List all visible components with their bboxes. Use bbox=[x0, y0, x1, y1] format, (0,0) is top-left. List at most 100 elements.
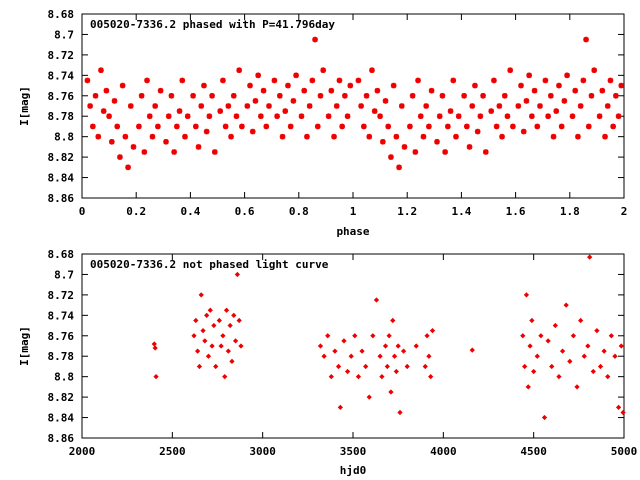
data-point bbox=[287, 123, 294, 130]
data-point bbox=[317, 92, 324, 99]
data-point bbox=[306, 103, 313, 109]
data-point bbox=[581, 353, 587, 359]
data-point bbox=[195, 348, 201, 354]
x-axis-label: phase bbox=[336, 225, 369, 238]
data-point bbox=[388, 389, 394, 395]
data-point bbox=[228, 133, 234, 140]
data-point bbox=[122, 133, 129, 140]
data-point bbox=[203, 128, 210, 135]
data-point bbox=[542, 77, 549, 84]
x-tick-label: 1.6 bbox=[506, 205, 526, 218]
data-point bbox=[525, 384, 531, 390]
data-point bbox=[95, 133, 102, 140]
data-point bbox=[450, 77, 457, 84]
data-point bbox=[111, 98, 118, 104]
data-point bbox=[504, 113, 511, 120]
data-point bbox=[541, 414, 548, 421]
data-point bbox=[439, 92, 446, 99]
x-axis-label: hjd0 bbox=[340, 464, 367, 477]
data-point bbox=[151, 341, 157, 347]
y-tick-label: 8.7 bbox=[54, 268, 74, 281]
data-point bbox=[429, 328, 436, 334]
data-point bbox=[369, 67, 375, 74]
x-tick-label: 2000 bbox=[69, 445, 96, 458]
data-point bbox=[146, 113, 153, 120]
data-point bbox=[552, 322, 558, 329]
data-point bbox=[445, 123, 451, 130]
data-point bbox=[531, 368, 537, 375]
data-point bbox=[200, 328, 206, 334]
y-tick-label: 8.7 bbox=[54, 28, 74, 41]
data-point bbox=[285, 82, 291, 89]
data-point bbox=[98, 67, 104, 74]
data-point bbox=[474, 128, 481, 135]
y-tick-label: 8.74 bbox=[48, 69, 75, 82]
data-point bbox=[363, 363, 369, 370]
data-point bbox=[422, 363, 428, 370]
data-point bbox=[198, 292, 204, 298]
data-point bbox=[567, 358, 573, 364]
chart-title: 005020-7336.2 not phased light curve bbox=[90, 258, 329, 271]
data-point bbox=[314, 123, 321, 130]
data-point bbox=[136, 123, 142, 130]
data-point bbox=[545, 338, 551, 344]
y-tick-label: 8.76 bbox=[48, 330, 75, 343]
data-point bbox=[618, 82, 625, 89]
data-point bbox=[574, 384, 580, 390]
data-point bbox=[138, 92, 145, 99]
data-point bbox=[236, 67, 242, 74]
data-point bbox=[127, 103, 134, 109]
data-point bbox=[426, 123, 432, 130]
plot-frame bbox=[81, 253, 625, 439]
data-point bbox=[380, 138, 386, 145]
data-point bbox=[258, 113, 264, 120]
data-point bbox=[233, 113, 240, 120]
data-point bbox=[211, 149, 218, 155]
x-tick-label: 0 bbox=[79, 205, 86, 218]
data-point bbox=[117, 154, 123, 160]
data-point bbox=[529, 317, 535, 324]
data-point bbox=[344, 368, 351, 375]
data-point bbox=[225, 103, 232, 109]
data-point bbox=[312, 36, 318, 43]
data-point bbox=[393, 368, 399, 375]
x-tick-label: 2500 bbox=[159, 445, 186, 458]
y-tick-label: 8.84 bbox=[48, 172, 75, 185]
data-point bbox=[84, 77, 91, 84]
data-point bbox=[193, 123, 199, 130]
data-point bbox=[520, 128, 527, 135]
data-point bbox=[298, 113, 305, 120]
x-tick-label: 1.8 bbox=[560, 205, 580, 218]
x-tick-label: 1.4 bbox=[451, 205, 471, 218]
data-point bbox=[239, 123, 245, 130]
data-point bbox=[220, 333, 226, 339]
data-point bbox=[339, 123, 345, 130]
data-point bbox=[377, 113, 383, 120]
y-tick-label: 8.82 bbox=[48, 151, 75, 164]
data-point bbox=[328, 87, 335, 94]
data-point bbox=[358, 103, 364, 109]
data-point bbox=[601, 348, 607, 354]
data-point bbox=[559, 348, 566, 354]
data-point bbox=[442, 149, 448, 155]
data-point bbox=[599, 87, 606, 94]
data-point bbox=[390, 82, 397, 89]
data-point bbox=[531, 87, 538, 94]
data-point bbox=[426, 353, 432, 359]
data-point bbox=[591, 67, 597, 74]
data-point bbox=[141, 149, 148, 155]
data-point bbox=[293, 72, 299, 79]
y-tick-label: 8.78 bbox=[48, 110, 75, 123]
data-point bbox=[335, 363, 342, 370]
data-point bbox=[493, 123, 500, 130]
data-point bbox=[103, 87, 110, 94]
x-tick-label: 2 bbox=[621, 205, 628, 218]
y-tick-label: 8.68 bbox=[48, 8, 75, 21]
data-point bbox=[202, 338, 208, 344]
data-point bbox=[184, 113, 191, 120]
data-point bbox=[538, 333, 544, 339]
data-point bbox=[238, 343, 244, 349]
data-point bbox=[260, 87, 267, 94]
data-point bbox=[332, 348, 338, 354]
data-point bbox=[520, 333, 526, 339]
